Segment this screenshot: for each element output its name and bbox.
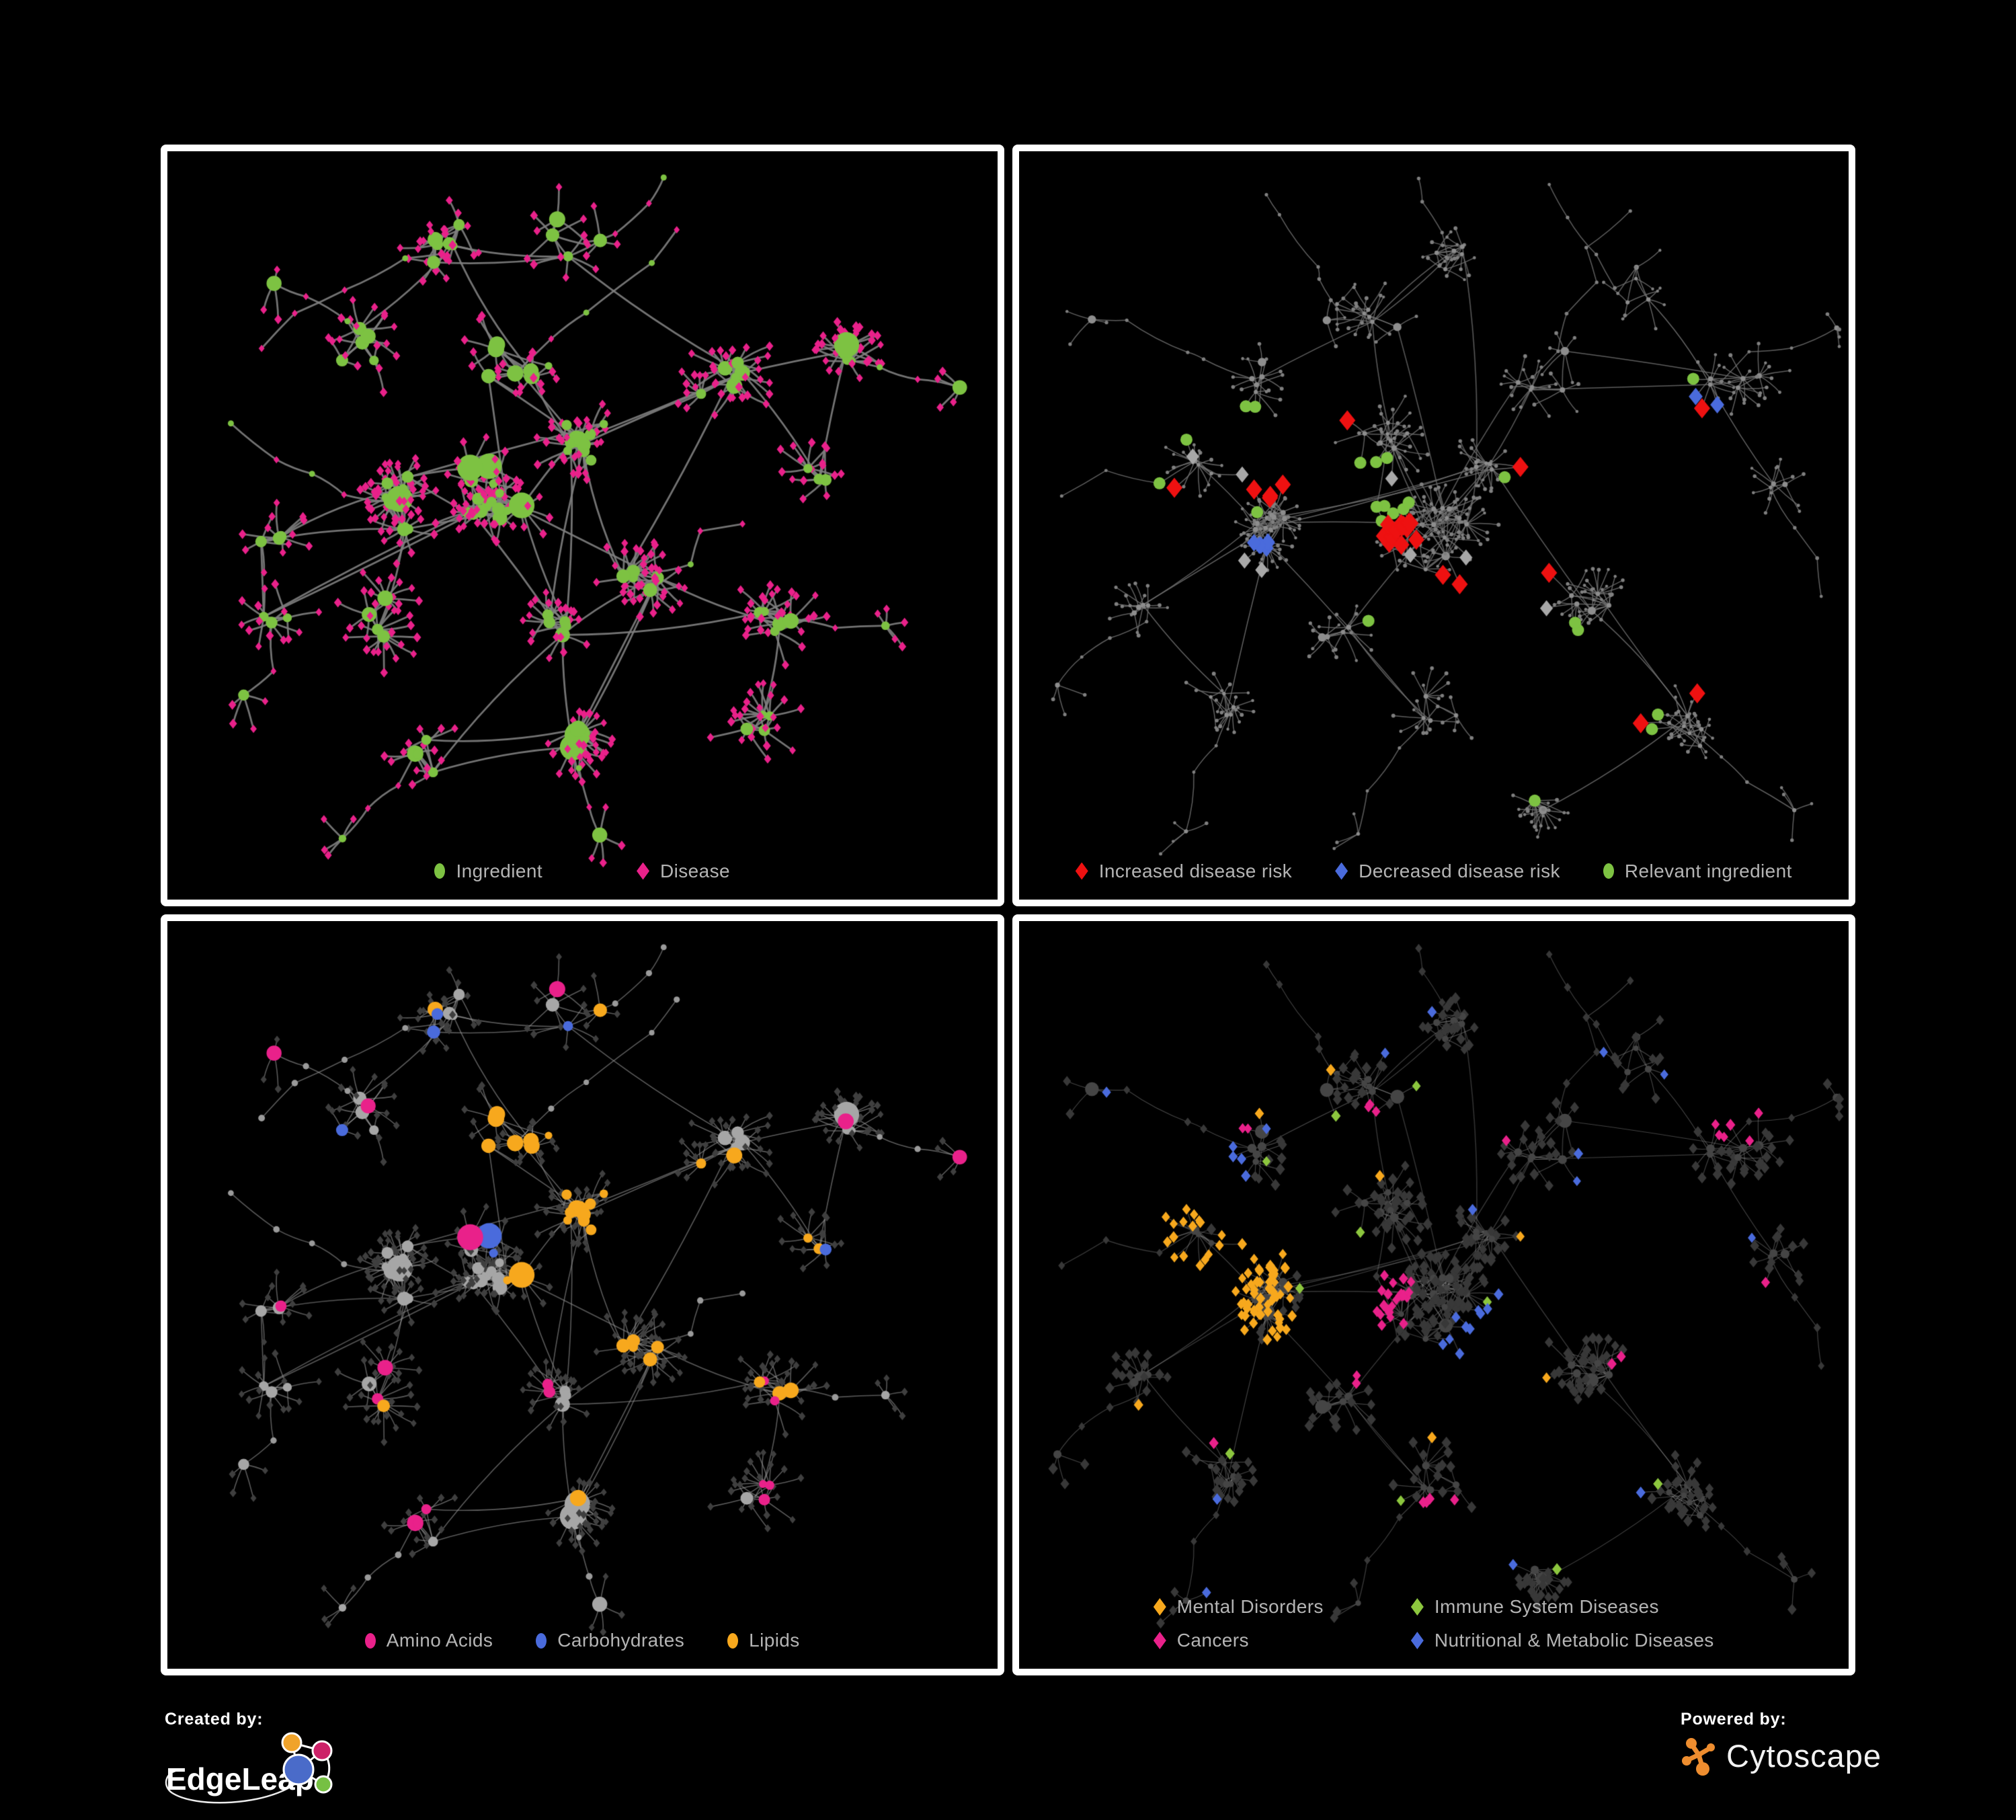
legend-label: Mental Disorders <box>1176 1596 1324 1617</box>
legend-disease-risk: Increased disease risk Decreased disease … <box>1019 861 1849 882</box>
created-by-block: Created by: EdgeLeap <box>165 1710 373 1818</box>
legend-marker-diamond <box>1410 1598 1424 1616</box>
legend-marker-circle <box>1603 863 1614 879</box>
panel-disease-classes: Mental Disorders Immune System Diseases Ca… <box>1012 914 1855 1675</box>
legend-marker-diamond <box>637 862 650 880</box>
edgeleap-node-green <box>314 1775 333 1794</box>
legend-item-decreased-disease-risk: Decreased disease risk <box>1335 861 1560 882</box>
legend-item-immune-system-diseases: Immune System Diseases <box>1410 1596 1714 1618</box>
legend-item-disease: Disease <box>637 861 730 882</box>
legend-marker-circle <box>727 1632 739 1649</box>
legend-label: Carbohydrates <box>557 1630 685 1651</box>
legend-label: Nutritional & Metabolic Diseases <box>1434 1630 1714 1651</box>
edgeleap-node-blue <box>282 1753 315 1786</box>
legend-label: Disease <box>660 860 730 881</box>
legend-item-lipids: Lipids <box>727 1630 800 1651</box>
network-canvas-disease-risk <box>1018 151 1849 900</box>
legend-item-ingredient: Ingredient <box>434 861 542 882</box>
legend-label: Immune System Diseases <box>1434 1596 1659 1617</box>
edgeleap-glyph <box>281 1732 333 1794</box>
legend-item-increased-disease-risk: Increased disease risk <box>1075 860 1293 882</box>
legend-marker-diamond <box>1410 1632 1424 1649</box>
created-by-label: Created by: <box>165 1710 264 1729</box>
legend-label: Amino Acids <box>386 1630 493 1651</box>
legend-item-relevant-ingredient: Relevant ingredient <box>1603 861 1792 882</box>
legend-marker-diamond <box>1335 862 1348 880</box>
powered-by-label: Powered by: <box>1681 1710 1787 1729</box>
legend-label: Ingredient <box>456 860 543 881</box>
panel-ingredient-classes: Amino Acids Carbohydrates Lipids <box>161 914 1004 1675</box>
powered-by-block: Powered by: Cytoscape <box>1681 1710 1882 1776</box>
legend-item-amino-acids: Amino Acids <box>364 1630 493 1651</box>
legend-marker-circle <box>536 1632 547 1649</box>
network-panels-grid: Ingredient Disease Increased disease risk… <box>161 145 1855 1675</box>
edgeleap-node-orange <box>281 1732 303 1753</box>
legend-ingredient-classes: Amino Acids Carbohydrates Lipids <box>167 1630 998 1651</box>
legend-item-nutritional-metabolic-diseases: Nutritional & Metabolic Diseases <box>1410 1630 1714 1651</box>
edgeleap-logo: EdgeLeap <box>165 1732 333 1804</box>
legend-marker-diamond <box>1153 1632 1166 1649</box>
edgeleap-node-magenta <box>311 1740 333 1762</box>
panel-disease-risk: Increased disease risk Decreased disease … <box>1012 145 1855 906</box>
network-canvas-disease-classes <box>1018 920 1849 1669</box>
legend-marker-circle <box>434 863 446 879</box>
legend-marker-circle <box>364 1632 376 1649</box>
cytoscape-logo-row: Cytoscape <box>1681 1735 1882 1776</box>
legend-marker-diamond <box>1153 1598 1166 1616</box>
panel-ingredient-disease: Ingredient Disease <box>161 145 1004 906</box>
cytoscape-logo-icon <box>1682 1738 1715 1776</box>
legend-ingredient-disease: Ingredient Disease <box>167 861 998 882</box>
legend-item-cancers: Cancers <box>1153 1630 1324 1651</box>
cytoscape-name: Cytoscape <box>1726 1737 1882 1774</box>
legend-item-mental-disorders: Mental Disorders <box>1153 1596 1324 1618</box>
edgeleap-swoosh <box>165 1770 297 1804</box>
legend-disease-classes: Mental Disorders Immune System Diseases Ca… <box>1019 1596 1849 1651</box>
legend-marker-diamond <box>1075 862 1088 880</box>
legend-label: Relevant ingredient <box>1624 860 1792 881</box>
network-canvas-ingredient-classes <box>167 920 998 1669</box>
legend-label: Cancers <box>1176 1630 1249 1651</box>
legend-label: Lipids <box>749 1630 800 1651</box>
legend-item-carbohydrates: Carbohydrates <box>536 1630 684 1651</box>
network-canvas-ingredient-disease <box>167 151 998 900</box>
legend-label: Decreased disease risk <box>1359 860 1560 881</box>
legend-label: Increased disease risk <box>1098 860 1293 881</box>
